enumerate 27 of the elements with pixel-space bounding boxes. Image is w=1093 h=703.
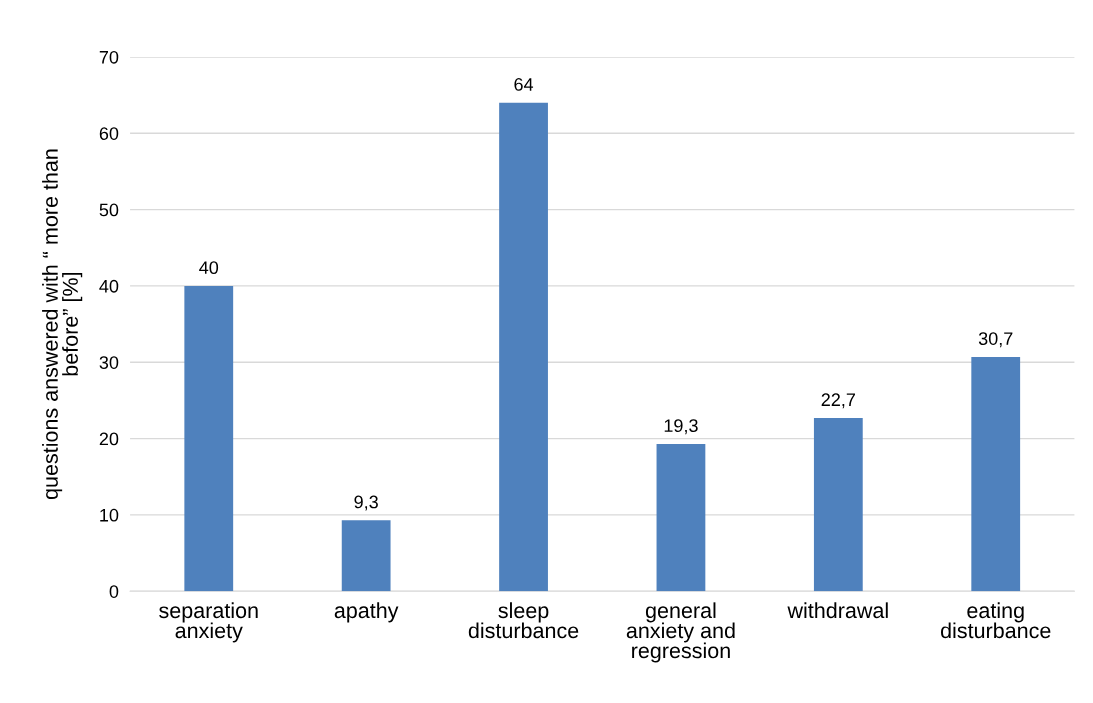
- x-tick-label: apathy: [334, 602, 399, 623]
- data-label: 19,3: [664, 419, 698, 435]
- x-tick-label: general anxiety and regression: [626, 602, 735, 663]
- y-tick-label: 10: [100, 508, 119, 522]
- data-label: 9,3: [354, 495, 378, 511]
- bar: [813, 417, 863, 592]
- data-label: 40: [199, 261, 219, 275]
- y-tick-label: 20: [99, 432, 119, 446]
- y-tick-label: 30: [99, 356, 119, 369]
- bar: [184, 285, 234, 592]
- bar: [341, 520, 391, 592]
- y-tick-label: 50: [99, 203, 119, 217]
- x-tick-label: separation anxiety: [159, 602, 258, 643]
- bar: [499, 102, 548, 592]
- data-label: 22,7: [821, 393, 855, 409]
- y-tick-label: 70: [99, 50, 119, 64]
- data-label: 30,7: [978, 332, 1013, 348]
- y-tick-label: 40: [99, 279, 119, 293]
- data-label: 64: [514, 78, 534, 91]
- y-axis-title: questions answered with “ more than before” [%]: [42, 149, 83, 500]
- bar: [971, 356, 1021, 592]
- y-tick-label: 0: [109, 585, 119, 598]
- x-tick-label: eating disturbance: [940, 602, 1051, 639]
- x-tick-label: sleep disturbance: [468, 602, 579, 639]
- y-tick-label: 60: [99, 127, 119, 140]
- bar: [656, 443, 706, 592]
- x-tick-label: withdrawal: [787, 602, 888, 619]
